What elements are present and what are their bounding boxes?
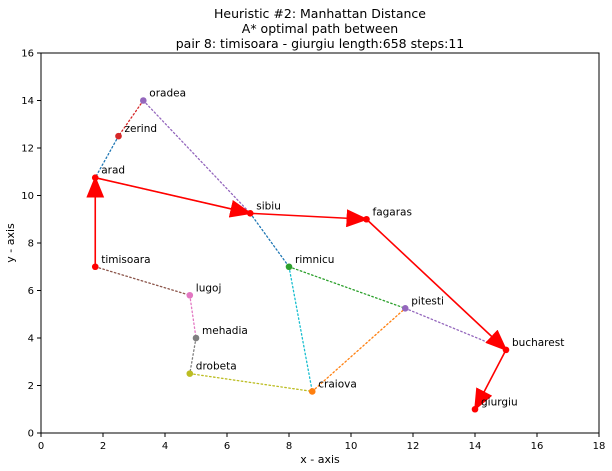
node-label-giurgiu: giurgiu: [481, 396, 518, 408]
edge-craiova-pitesti: [311, 307, 406, 393]
x-tick-label: 16: [531, 441, 544, 452]
title-line-2: A* optimal path between: [242, 21, 398, 36]
node-label-sibiu: sibiu: [256, 200, 281, 212]
edge-zerind-arad: [94, 135, 120, 179]
edge-oradea-zerind: [117, 99, 144, 137]
title-line-1: Heuristic #2: Manhattan Distance: [214, 6, 426, 21]
node-craiova: [308, 388, 316, 395]
node-oradea: [140, 97, 147, 104]
y-tick-label: 2: [28, 381, 34, 392]
x-tick-label: 8: [286, 441, 292, 452]
plot-area: 0 2 4 6 8 10 12 14 16 18 0 2 4 6 8 10 12 14 16 oradea zerind…: [21, 49, 605, 453]
y-tick-label: 6: [28, 286, 34, 297]
edge-timisoara-lugoj: [94, 266, 191, 296]
node-label-mehadia: mehadia: [202, 325, 248, 337]
node-label-arad: arad: [101, 165, 125, 177]
x-tick-label: 2: [100, 441, 106, 452]
node-label-zerind: zerind: [125, 123, 158, 135]
title-line-3: pair 8: timisoara - giurgiu length:658 s…: [176, 36, 465, 51]
x-tick-label: 14: [469, 441, 482, 452]
x-tick-label: 18: [593, 441, 606, 452]
edge-rimnicu-pitesti: [288, 266, 406, 309]
x-tick-label: 0: [38, 441, 44, 452]
node-drobeta: [186, 370, 194, 377]
edge-sibiu-rimnicu: [249, 212, 290, 268]
x-tick-label: 6: [224, 441, 230, 452]
node-zerind: [115, 132, 122, 140]
edge-oradea-sibiu: [142, 99, 251, 214]
node-label-oradea: oradea: [149, 88, 186, 100]
edge-mehadia-drobeta: [189, 337, 197, 375]
node-rimnicu: [285, 263, 293, 271]
edge-drobeta-craiova: [189, 372, 313, 393]
node-label-craiova: craiova: [318, 378, 357, 390]
x-tick-label: 4: [162, 441, 168, 452]
y-tick-label: 14: [21, 96, 34, 107]
path-arrow-sibiu-fagaras: [250, 209, 369, 228]
y-tick-label: 10: [21, 191, 34, 202]
y-tick-label: 8: [28, 239, 34, 250]
edge-pitesti-bucharest: [404, 307, 507, 351]
node-lugoj: [186, 291, 194, 299]
y-axis-label: y - axis: [4, 223, 17, 263]
node-label-rimnicu: rimnicu: [295, 254, 334, 266]
x-axis-label: x - axis: [300, 453, 340, 466]
node-label-timisoara: timisoara: [101, 254, 150, 266]
path-arrow-bucharest-giurgiu: [474, 349, 507, 412]
node-label-drobeta: drobeta: [196, 361, 237, 373]
y-tick-label: 16: [21, 49, 34, 60]
path-arrow-fagaras-bucharest: [365, 218, 508, 352]
x-tick-label: 12: [407, 441, 420, 452]
node-pitesti: [401, 305, 409, 312]
y-tick-label: 4: [28, 334, 34, 345]
node-label-lugoj: lugoj: [196, 282, 222, 294]
node-label-pitesti: pitesti: [411, 295, 444, 307]
edge-rimnicu-craiova: [288, 266, 313, 393]
path-arrow-arad-sibiu: [95, 176, 253, 218]
y-tick-label: 0: [28, 429, 34, 440]
node-label-bucharest: bucharest: [512, 337, 564, 349]
chart-title: Heuristic #2: Manhattan Distance A* opti…: [176, 6, 465, 51]
node-label-fagaras: fagaras: [373, 206, 412, 218]
edge-lugoj-mehadia: [189, 294, 197, 339]
x-tick-label: 10: [345, 441, 358, 452]
y-tick-label: 12: [21, 144, 34, 155]
node-mehadia: [192, 334, 200, 342]
plot-frame: [40, 52, 600, 434]
